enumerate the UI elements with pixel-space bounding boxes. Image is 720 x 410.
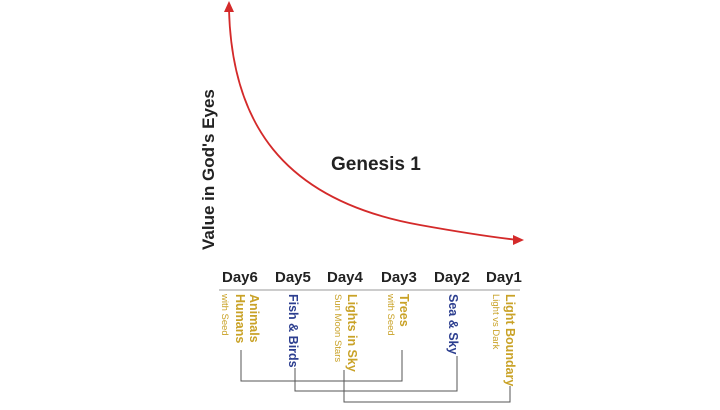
day4-sub-label: Sun Moon Stars	[332, 294, 343, 362]
day1-label: Light Boundary	[503, 294, 517, 386]
connector-day5-day2	[294, 356, 458, 392]
day3-sub-label: with Seed	[385, 293, 396, 336]
day4-label: Lights in Sky	[345, 294, 359, 372]
curve-arrow-right-icon	[513, 235, 524, 245]
chart-title: Genesis 1	[331, 154, 421, 175]
day-label-1: Day1	[486, 269, 522, 286]
value-curve	[228, 9, 519, 241]
day-label-4: Day4	[327, 269, 364, 286]
day-label-5: Day5	[275, 269, 311, 286]
day-label-3: Day3	[381, 269, 417, 286]
day6-humans-label: Humans	[233, 294, 247, 343]
day-label-6: Day6	[222, 269, 258, 286]
day5-label: Fish & Birds	[286, 294, 300, 368]
y-axis-label: Value in God's Eyes	[199, 89, 218, 250]
day3-label: Trees	[397, 294, 411, 327]
day2-label: Sea & Sky	[446, 294, 460, 355]
day-label-2: Day2	[434, 269, 470, 286]
day6-animals-label: Animals	[247, 294, 261, 343]
day6-sub-label: with Seed	[219, 293, 230, 336]
connector-day6-day3	[240, 350, 403, 382]
day1-sub-label: Light vs Dark	[490, 294, 501, 350]
connector-day4-day1	[343, 370, 511, 403]
curve-arrow-top-icon	[224, 1, 234, 12]
